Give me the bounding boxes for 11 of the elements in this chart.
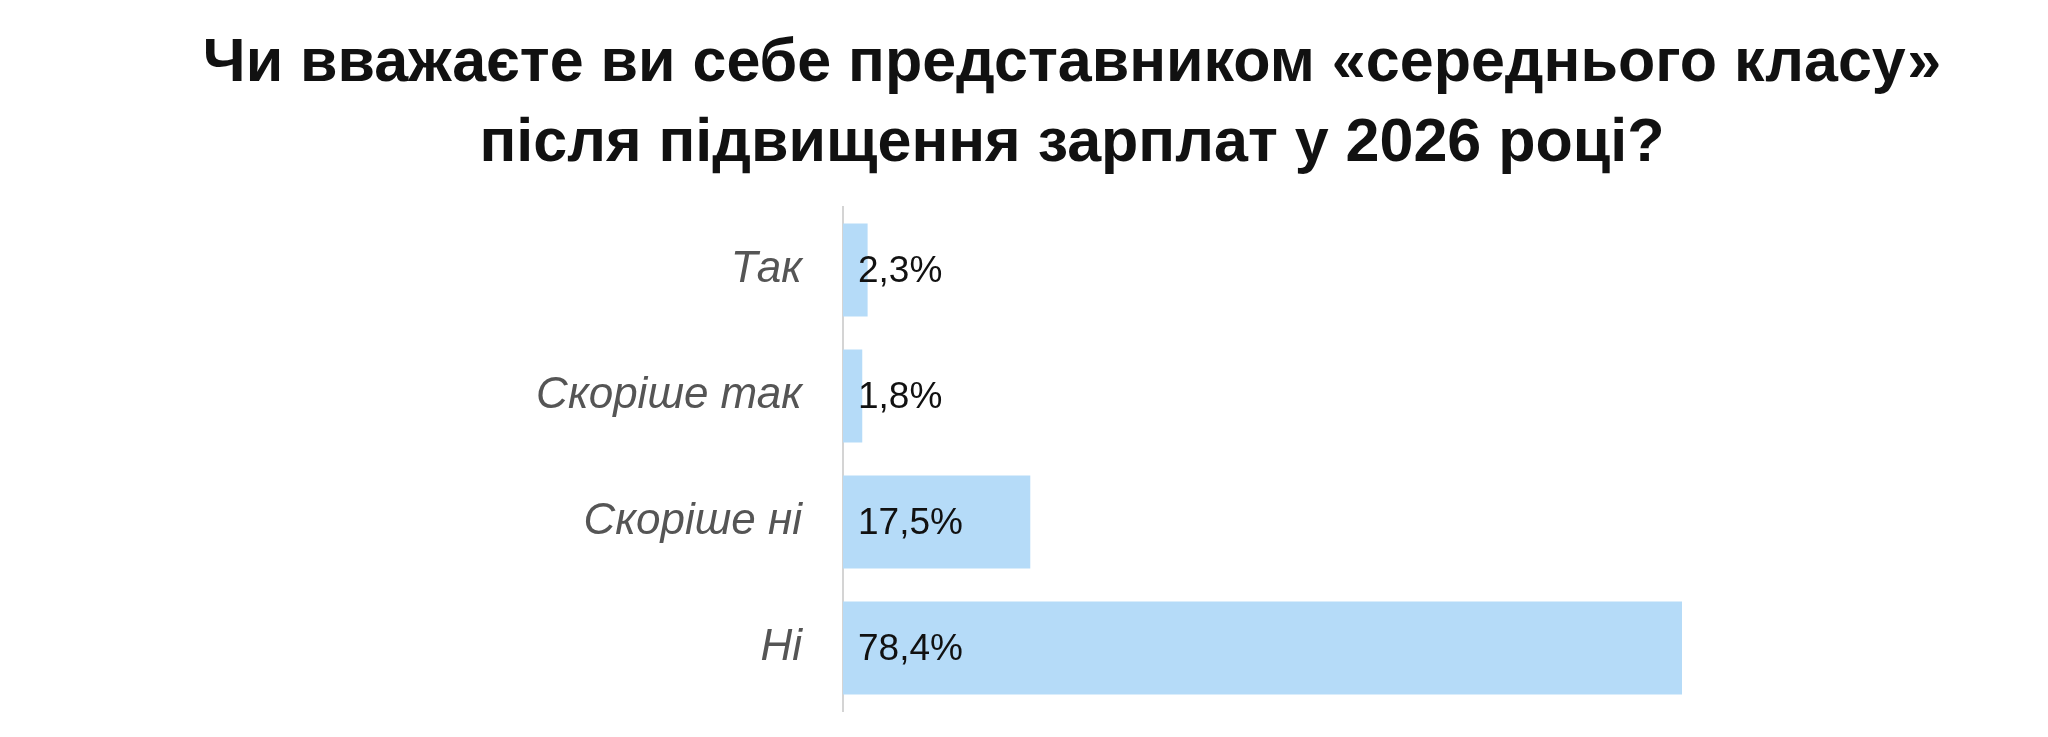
y-tick-label: Скоріше ні [583, 494, 804, 544]
y-tick-label: Так [730, 242, 805, 292]
data-label: 2,3% [858, 249, 943, 291]
data-label: 17,5% [858, 501, 963, 543]
data-label: 1,8% [858, 375, 943, 417]
y-tick-label: Ні [760, 620, 804, 670]
chart-title: Чи вважаєте ви себе представником «середнього класу» після підвищення зарплат у 2026 році? [201, 25, 1943, 176]
y-tick-label: Скоріше так [536, 368, 805, 418]
bar [843, 475, 1031, 569]
bar [843, 601, 1682, 695]
data-label: 78,4% [858, 627, 963, 669]
